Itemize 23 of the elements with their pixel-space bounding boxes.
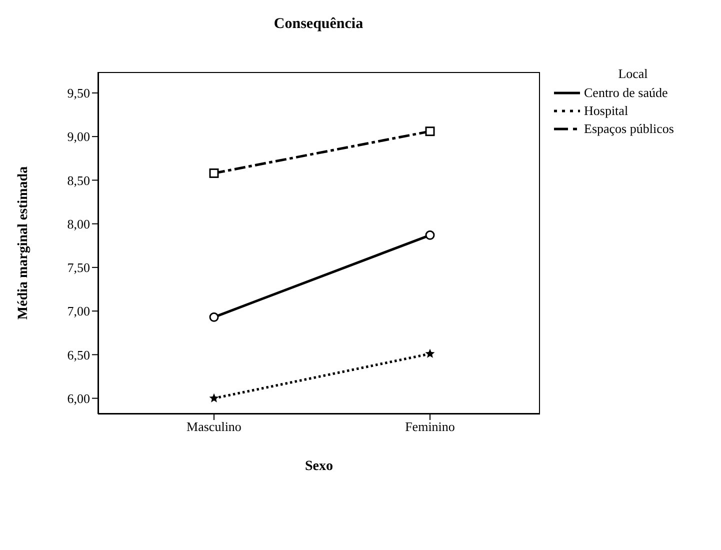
y-tick-label: 7,00 xyxy=(67,304,90,319)
legend-title: Local xyxy=(617,66,649,82)
legend-label: Centro de saúde xyxy=(584,85,668,101)
point xyxy=(209,312,219,322)
y-tick-label: 6,00 xyxy=(67,390,90,406)
point xyxy=(425,126,435,136)
point xyxy=(209,168,219,178)
y-tick-label: 9,00 xyxy=(67,129,90,144)
point xyxy=(425,230,435,240)
y-tick-label: 7,50 xyxy=(67,260,90,276)
point xyxy=(209,393,219,402)
chart-title: Consequência xyxy=(272,16,364,33)
y-tick-label: 8,00 xyxy=(67,216,90,232)
legend-label: Hospital xyxy=(584,103,628,119)
point xyxy=(425,348,435,358)
legend-label: Espaços públicos xyxy=(584,121,674,137)
y-tick-label: 9,50 xyxy=(67,86,90,101)
y-tick-label: 6,50 xyxy=(67,347,90,362)
y-tick-label: 8,50 xyxy=(67,172,90,188)
y-axis-title: Média marginal estimada xyxy=(16,166,31,320)
x-tick-label: Masculino xyxy=(186,419,242,434)
x-tick-label: Feminino xyxy=(405,419,455,434)
x-axis-title: Sexo xyxy=(305,459,333,474)
